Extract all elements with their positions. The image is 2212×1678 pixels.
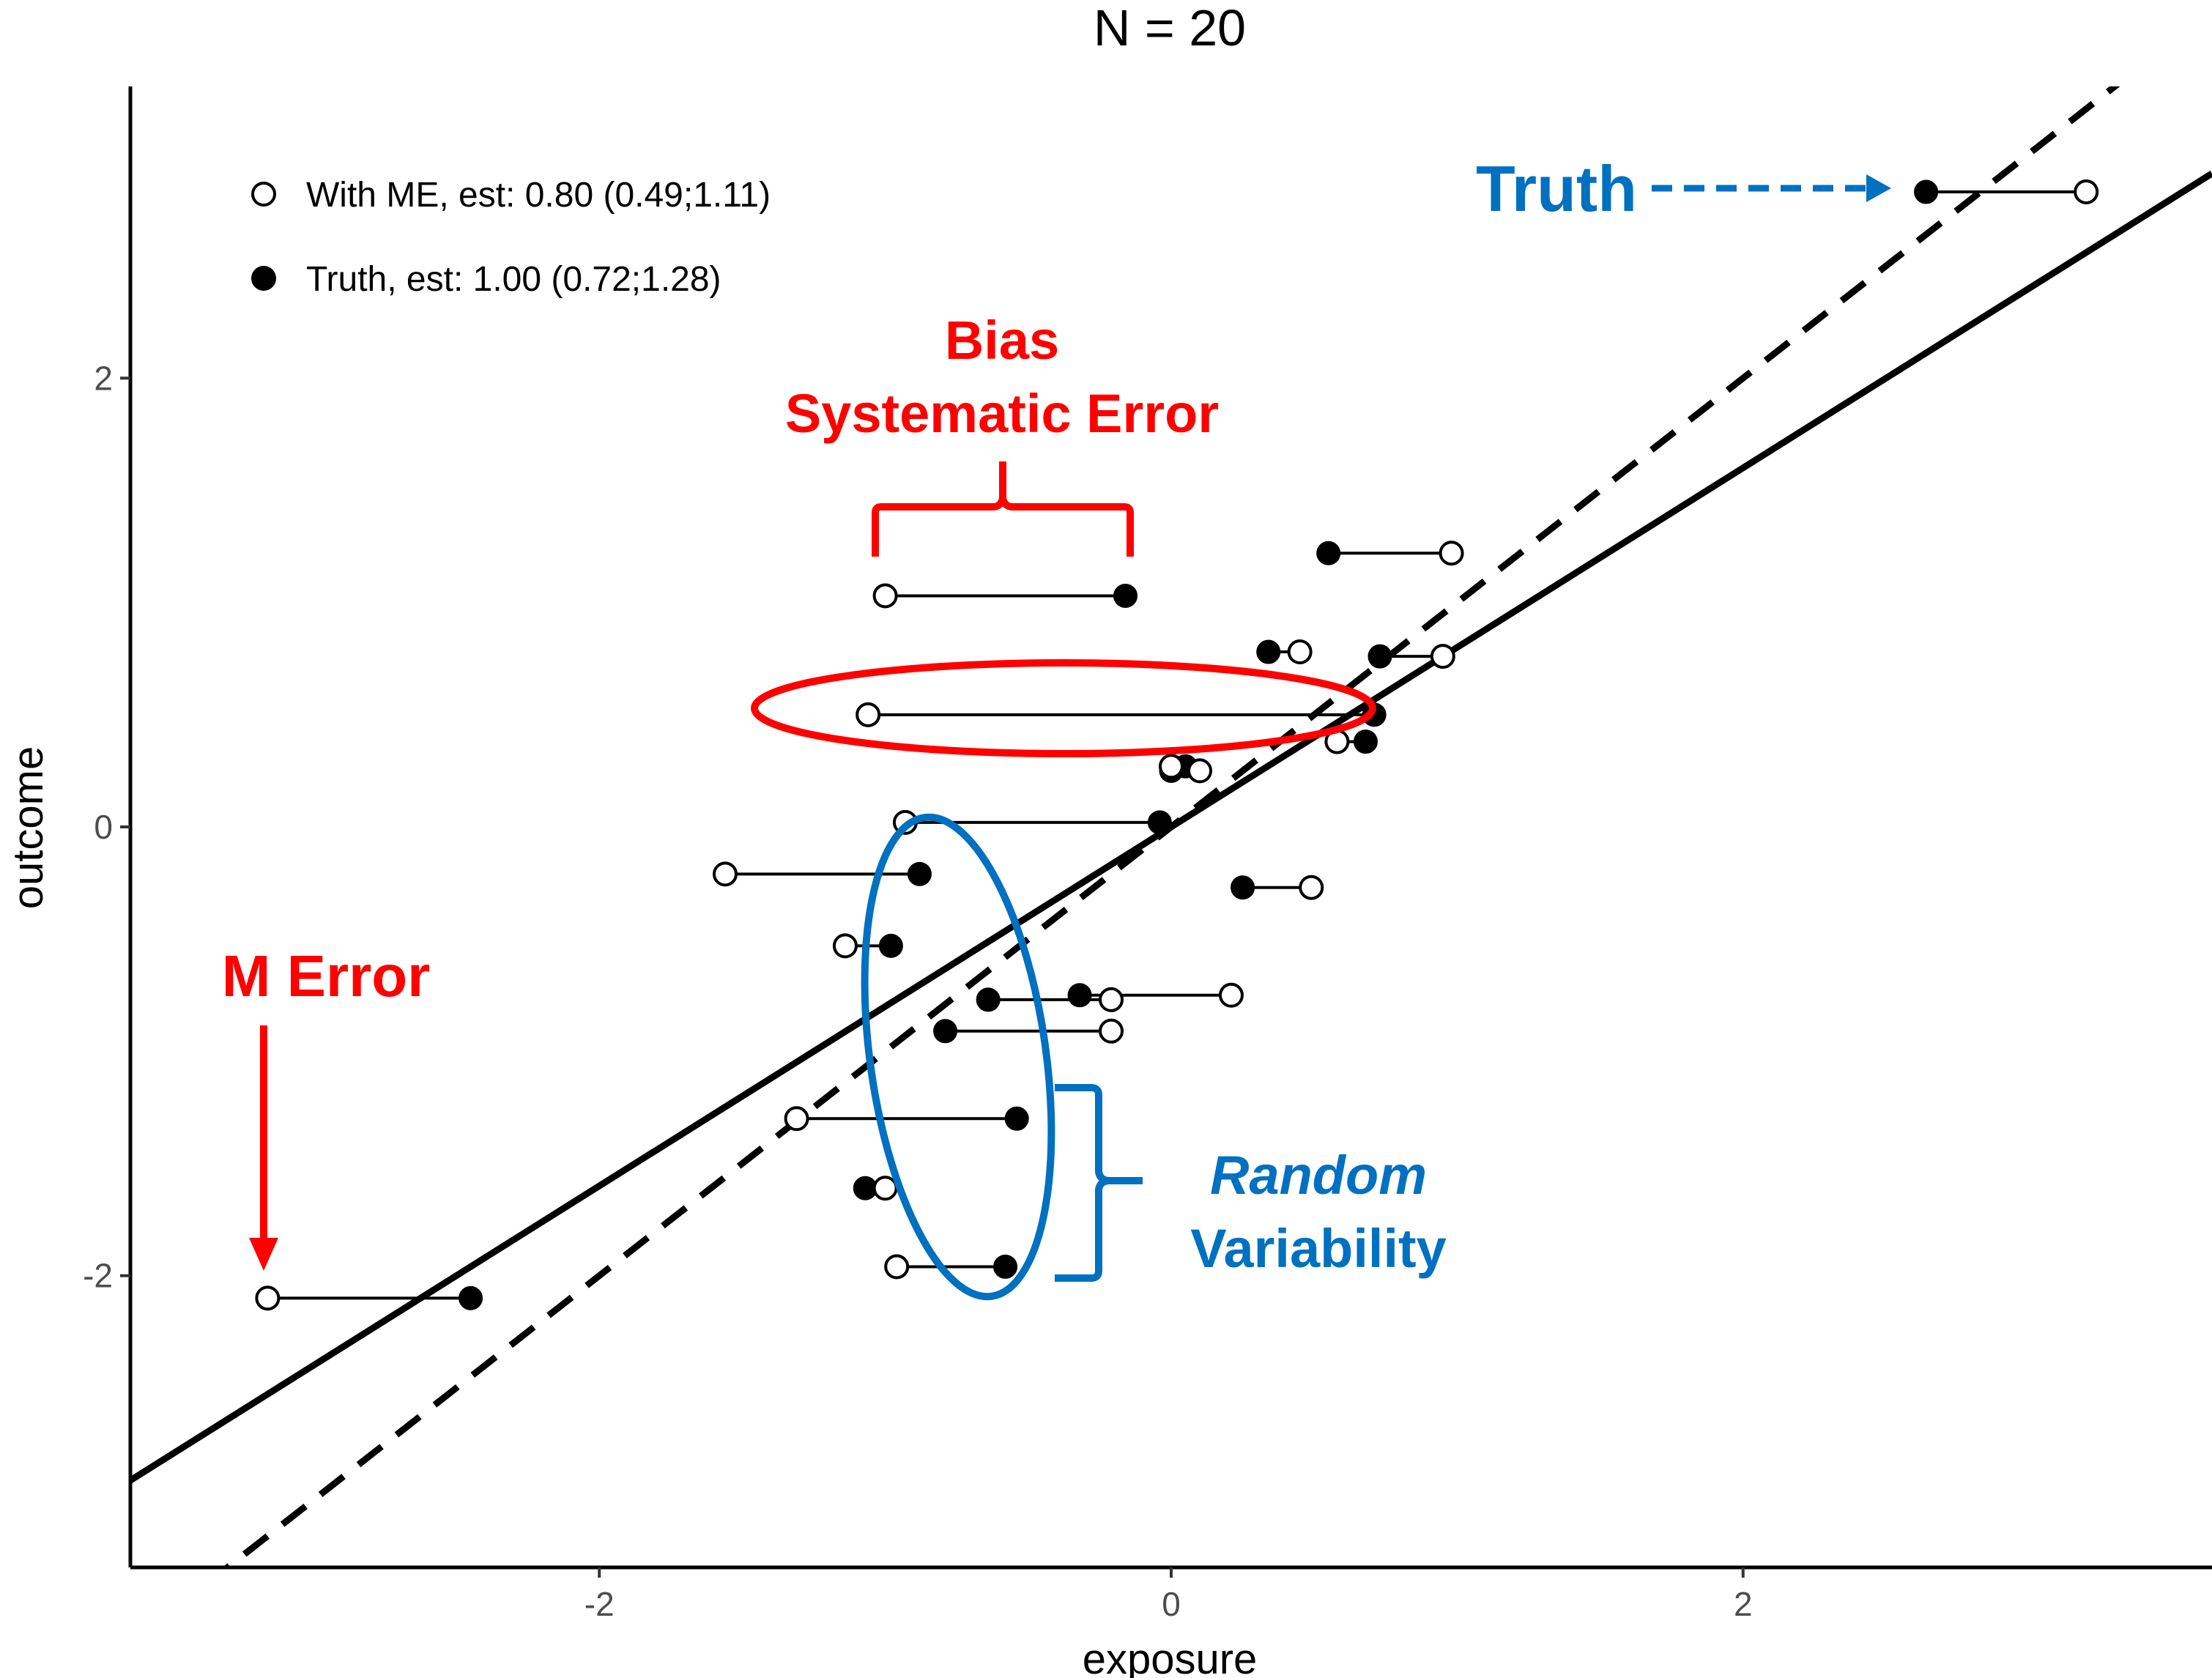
legend-filled-marker	[251, 266, 276, 291]
with-me-point	[255, 1285, 281, 1311]
y-tick-label: 2	[94, 359, 113, 397]
with-me-point	[1439, 541, 1464, 566]
with-me-point	[1187, 758, 1213, 784]
with-me-point	[1430, 644, 1455, 669]
m-error-arrowhead	[249, 1238, 278, 1271]
truth-point	[1316, 541, 1341, 565]
annotation-bias-line1: Bias	[945, 310, 1059, 371]
with-me-point	[784, 1106, 809, 1132]
annotation-truth-label: Truth	[1476, 152, 1637, 225]
random-bracket	[1055, 1084, 1143, 1282]
annotation-bias: Bias Systematic Error	[751, 310, 1376, 757]
with-me-point	[872, 583, 898, 609]
with-me-point	[884, 1254, 910, 1280]
legend-open-marker	[251, 182, 276, 207]
truth-point	[1147, 810, 1172, 835]
x-tick-label: -2	[584, 1585, 615, 1623]
truth-point	[1067, 983, 1092, 1008]
fit-line-truth	[222, 86, 2120, 1567]
annotation-random-line2: Variability	[1190, 1218, 1447, 1279]
legend: With ME, est: 0.80 (0.49;1.11) Truth, es…	[251, 176, 771, 299]
with-me-point	[1299, 875, 1324, 900]
truth-point	[878, 933, 903, 958]
random-ellipse	[861, 813, 1055, 1301]
bias-bracket	[872, 461, 1134, 557]
truth-point	[1914, 179, 1939, 204]
with-me-point	[856, 702, 881, 727]
annotation-random-line1: Random	[1210, 1145, 1427, 1206]
truth-point	[1367, 644, 1392, 669]
annotation-m-error-label: M Error	[222, 943, 431, 1009]
x-axis-title: exposure	[1083, 1636, 1258, 1678]
legend-label-truth: Truth, est: 1.00 (0.72;1.28)	[306, 260, 721, 299]
y-tick-label: 0	[94, 808, 113, 846]
chart-title: N = 20	[1094, 0, 1246, 56]
annotation-bias-line2: Systematic Error	[785, 383, 1219, 444]
truth-point	[993, 1254, 1018, 1279]
annotation-random: Random Variability	[861, 813, 1447, 1301]
with-me-point	[1099, 987, 1124, 1012]
annotation-m-error: M Error	[222, 943, 431, 1271]
truth-point	[1113, 583, 1138, 608]
with-me-point	[2074, 179, 2099, 204]
truth-point	[933, 1019, 958, 1044]
with-me-point	[872, 1176, 898, 1201]
legend-label-with-me: With ME, est: 0.80 (0.49;1.11)	[306, 176, 771, 215]
with-me-point	[1218, 982, 1244, 1008]
truth-point	[1353, 730, 1378, 754]
with-me-point	[832, 933, 858, 959]
bias-ellipse	[751, 659, 1376, 757]
with-me-point	[1287, 639, 1313, 665]
truth-point	[1004, 1106, 1029, 1131]
regression-lines	[130, 86, 2212, 1567]
y-tick-label: -2	[83, 1257, 113, 1295]
with-me-point	[1159, 754, 1184, 779]
x-tick-label: 2	[1734, 1585, 1753, 1623]
with-me-point	[713, 861, 738, 887]
truth-point	[976, 987, 1001, 1012]
x-tick-label: 0	[1162, 1585, 1181, 1623]
annotation-truth: Truth	[1476, 152, 1891, 225]
y-axis-title: outcome	[4, 746, 52, 909]
truth-point	[1231, 875, 1255, 900]
annotation-truth-arrowhead	[1866, 174, 1891, 202]
truth-point	[1256, 639, 1281, 664]
truth-point	[907, 861, 932, 886]
with-me-point	[1099, 1018, 1124, 1044]
truth-point	[459, 1285, 483, 1310]
